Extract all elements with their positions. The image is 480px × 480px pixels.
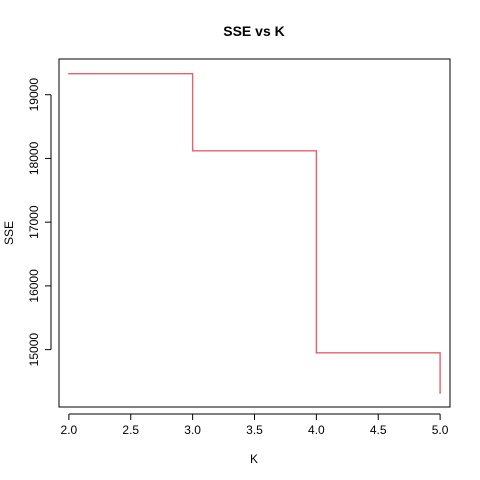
- x-tick-label: 4.0: [308, 423, 325, 437]
- data-point: [68, 72, 70, 75]
- data-point: [191, 149, 194, 152]
- x-tick-label: 3.5: [246, 423, 263, 437]
- x-tick-label: 2.5: [122, 423, 139, 437]
- y-tick-label: 18000: [27, 141, 41, 175]
- chart-title: SSE vs K: [223, 23, 284, 39]
- y-tick-label: 19000: [27, 78, 41, 112]
- series-layer: [68, 72, 441, 394]
- x-tick-label: 4.5: [370, 423, 387, 437]
- x-axis: 2.0 2.5 3.0 3.5 4.0 4.5 5.0: [61, 413, 449, 437]
- y-tick-label: 16000: [27, 269, 41, 303]
- x-axis-label: K: [250, 452, 258, 466]
- data-point: [315, 352, 318, 354]
- y-axis: 15000 16000 17000 18000 19000: [27, 78, 52, 367]
- y-tick-label: 17000: [27, 205, 41, 239]
- series-step-line: [68, 72, 441, 393]
- y-tick-label: 15000: [27, 333, 41, 367]
- y-axis-label: SSE: [2, 221, 16, 245]
- x-tick-label: 2.0: [61, 423, 78, 437]
- x-tick-label: 3.0: [184, 423, 201, 437]
- x-tick-label: 5.0: [432, 423, 449, 437]
- data-point: [439, 392, 441, 394]
- plot-frame: [58, 58, 451, 408]
